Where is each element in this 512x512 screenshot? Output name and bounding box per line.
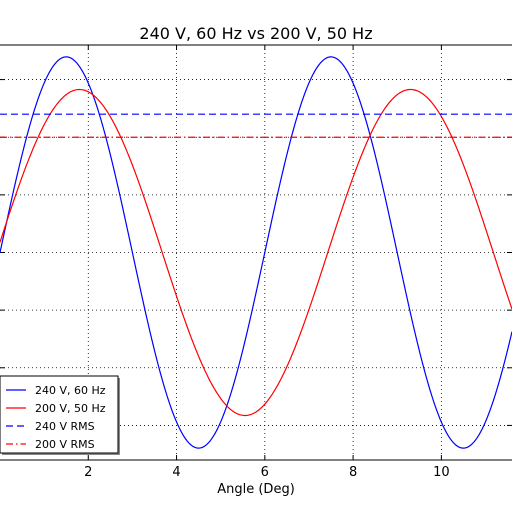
- series-line-200-v-50-hz: [0, 88, 512, 417]
- series-line-240-v-60-hz: [0, 56, 512, 449]
- legend: 240 V, 60 Hz 200 V, 50 Hz 240 V RMS 200 V R…: [0, 375, 120, 455]
- x-tick-label: 4: [172, 465, 180, 480]
- grid: [0, 45, 512, 460]
- legend-box: [0, 375, 119, 454]
- legend-label: 240 V, 60 Hz: [35, 384, 106, 397]
- plot-frame: [0, 44, 512, 461]
- legend-label: 240 V RMS: [35, 420, 95, 433]
- x-tick-label: 8: [349, 465, 357, 480]
- x-tick-label: 6: [261, 465, 269, 480]
- legend-label: 200 V RMS: [35, 438, 95, 451]
- x-tick-label: 10: [433, 465, 450, 480]
- x-axis-label: Angle (Deg): [217, 482, 295, 497]
- legend-label: 200 V, 50 Hz: [35, 402, 106, 415]
- ticks: 2 4 6 8 10: [0, 45, 512, 480]
- x-tick-label: 2: [84, 465, 92, 480]
- chart-title: 240 V, 60 Hz vs 200 V, 50 Hz: [139, 24, 372, 43]
- series-lines: [0, 56, 512, 449]
